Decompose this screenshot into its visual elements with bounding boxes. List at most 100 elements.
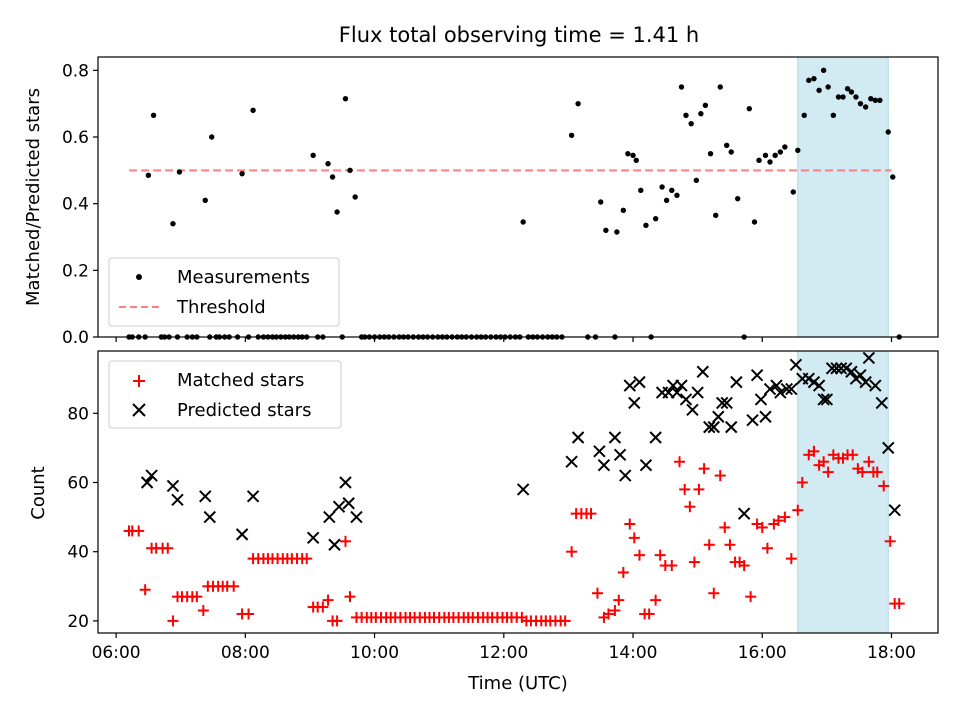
measurement-point — [659, 184, 665, 190]
x-tick-label: 12:00 — [479, 643, 528, 663]
predicted-point — [882, 441, 895, 455]
measurement-point — [857, 100, 864, 107]
measurement-point — [734, 195, 741, 202]
x-tick-label: 06:00 — [92, 643, 141, 663]
predicted-point — [350, 510, 363, 524]
predicted-point — [854, 369, 867, 382]
predicted-point — [845, 365, 858, 378]
measurement-point — [872, 97, 879, 104]
predicted-point — [628, 396, 641, 410]
measurement-point — [777, 149, 784, 155]
top-y-tick-label: 0.8 — [62, 61, 89, 81]
predicted-point — [707, 420, 720, 434]
matched-point — [792, 504, 804, 516]
measurement-point — [698, 110, 704, 117]
measurement-point — [638, 187, 644, 194]
measurement-point — [688, 120, 694, 127]
predicted-point — [750, 369, 764, 382]
top-y-ticks: 0.0 0.2 0.4 0.6 0.8 — [62, 61, 98, 348]
top-y-tick-label: 0.0 — [62, 328, 89, 348]
measurement-point — [728, 149, 734, 155]
matched-point — [339, 535, 351, 547]
legend-matched-label: Matched stars — [177, 370, 304, 391]
measurement-point — [652, 215, 659, 222]
predicted-point — [597, 458, 611, 472]
top-y-axis-label: Matched/Predicted stars — [23, 88, 44, 306]
predicted-point — [649, 431, 662, 444]
predicted-point — [613, 448, 627, 462]
predicted-point — [235, 528, 249, 541]
predicted-point — [754, 393, 768, 406]
matched-point — [322, 594, 334, 606]
predicted-point — [715, 396, 729, 410]
matched-point — [666, 560, 678, 572]
top-x-ticks — [115, 337, 893, 342]
measurement-point — [885, 129, 891, 135]
measurement-point — [520, 219, 526, 225]
bottom-y-tick-label: 20 — [67, 612, 89, 632]
measurement-point — [825, 84, 831, 90]
predicted-point — [323, 510, 336, 524]
measurement-point — [795, 147, 801, 154]
predicted-point — [696, 365, 710, 378]
measurement-point — [702, 102, 709, 109]
top-legend: Measurements Threshold — [108, 257, 340, 327]
bottom-y-tick-label: 80 — [67, 404, 89, 424]
top-axes-frame — [97, 56, 939, 338]
matched-point — [654, 549, 666, 561]
measurement-point — [806, 77, 812, 84]
measurement-point — [782, 144, 788, 150]
predicted-point — [675, 379, 688, 392]
measurement-point — [890, 174, 896, 180]
measurement-point — [674, 192, 680, 199]
matched-point — [761, 542, 773, 554]
measurement-point — [643, 222, 649, 229]
matched-point — [863, 456, 875, 468]
measurement-point — [325, 160, 331, 167]
measurement-point — [239, 170, 245, 177]
measurement-point — [840, 94, 846, 100]
measurement-point — [669, 187, 675, 194]
predicted-point — [817, 393, 830, 406]
predicted-point — [203, 510, 216, 524]
predicted-point — [332, 500, 346, 513]
measurement-point — [614, 229, 620, 235]
matched-point — [566, 546, 578, 558]
chart-title: Flux total observing time = 1.41 h — [339, 23, 699, 47]
measurement-point — [625, 150, 631, 157]
predicted-point — [888, 503, 901, 517]
predicted-point — [725, 420, 738, 434]
matched-point — [822, 466, 834, 478]
measurement-point — [575, 100, 581, 107]
matched-point — [585, 508, 597, 520]
measurement-point — [751, 219, 758, 225]
matched-point — [772, 515, 784, 527]
measurement-point — [250, 107, 256, 114]
bottom-x-ticks: 06:00 08:00 10:00 12:00 14:00 16:00 18:00 — [92, 633, 916, 663]
measurement-point — [801, 112, 807, 119]
predicted-point — [593, 445, 606, 458]
predicted-point — [737, 507, 751, 520]
measurement-point — [176, 169, 183, 175]
bottom-legend: Matched stars Predicted stars — [108, 360, 342, 429]
matched-point — [191, 591, 203, 603]
matched-point — [785, 553, 797, 565]
matched-point — [693, 483, 705, 495]
predicted-point — [608, 431, 622, 444]
matched-point — [228, 580, 240, 592]
predicted-point — [670, 386, 684, 399]
measurement-point — [820, 67, 827, 74]
measurement-point — [713, 212, 719, 219]
measurement-point — [835, 94, 842, 100]
matched-point — [133, 525, 145, 537]
measurement-point — [202, 197, 208, 204]
predicted-point — [759, 410, 772, 423]
measurement-point — [598, 199, 604, 205]
measurement-point — [150, 112, 157, 119]
bottom-y-tick-label: 60 — [67, 473, 89, 493]
predicted-point — [679, 393, 693, 406]
measurement-point — [848, 89, 855, 95]
matched-point — [818, 456, 830, 468]
top-panel: 0.00.20.40.60.8 Matched/Predicted stars … — [23, 56, 939, 348]
